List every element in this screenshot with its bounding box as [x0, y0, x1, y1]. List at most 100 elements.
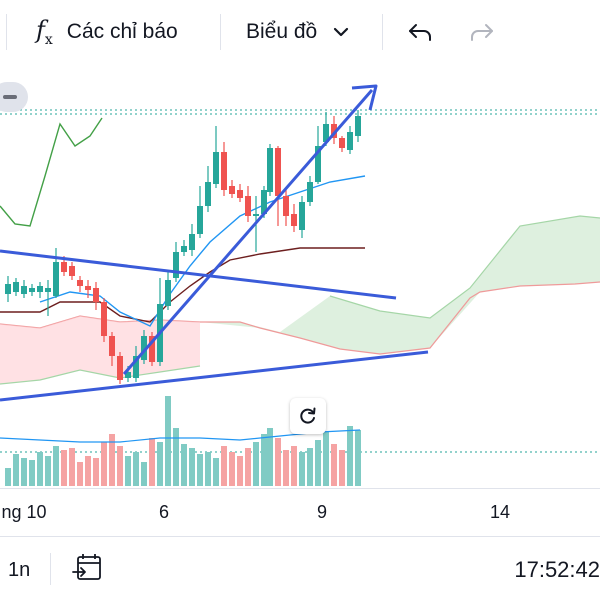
volume-bar	[253, 442, 259, 486]
chikou-span	[0, 117, 103, 227]
volume-bar	[29, 460, 35, 486]
chevron-down-icon	[334, 27, 349, 37]
toolbar-divider	[220, 14, 221, 50]
calendar-range-icon[interactable]	[70, 551, 106, 587]
volume-bar	[181, 444, 187, 486]
volume-bar	[77, 462, 83, 486]
volume-bar	[125, 456, 131, 486]
interval-button[interactable]: 1n	[8, 559, 31, 581]
undo-button[interactable]	[404, 12, 436, 52]
bottom-toolbar: 1n 17:52:42	[0, 536, 600, 600]
candle	[261, 190, 267, 214]
volume-bar	[283, 450, 289, 486]
time-axis-label: 6	[158, 502, 170, 522]
candle	[141, 336, 147, 360]
candle	[221, 152, 227, 190]
candle	[299, 202, 305, 230]
time-axis-label: ng 10	[1, 502, 47, 522]
volume-bar	[267, 428, 273, 486]
candle	[323, 124, 329, 142]
time-axis-label: 14	[489, 502, 511, 522]
candle	[339, 138, 345, 148]
price-chart[interactable]	[0, 66, 600, 536]
reset-chart-button[interactable]	[290, 398, 326, 434]
volume-bar	[5, 468, 11, 486]
candle	[37, 286, 43, 292]
chart-area[interactable]	[0, 66, 600, 536]
candle	[253, 214, 259, 216]
candle	[197, 206, 203, 234]
candle	[181, 246, 187, 252]
redo-icon	[471, 24, 493, 41]
trend-arrow[interactable]	[122, 89, 374, 375]
toolbar-divider	[50, 553, 51, 585]
volume-bar	[237, 456, 243, 486]
candle	[93, 288, 99, 302]
candle	[237, 190, 243, 198]
chart-type-label: Biểu đồ	[246, 20, 318, 43]
candle	[133, 356, 139, 378]
candle	[229, 186, 235, 194]
volume-bar	[165, 396, 171, 486]
volume-bar	[245, 448, 251, 486]
volume-bar	[13, 454, 19, 486]
candle	[21, 286, 27, 294]
indicators-button[interactable]: fx Các chỉ báo	[36, 12, 178, 52]
candle	[85, 286, 91, 290]
volume-bar	[291, 446, 297, 486]
candle	[307, 182, 313, 202]
undo-icon	[409, 24, 431, 41]
volume-bar	[355, 430, 361, 486]
ichimoku-cloud-green	[200, 216, 600, 354]
support-trendline[interactable]	[0, 350, 429, 402]
candle	[117, 356, 123, 380]
candle	[267, 148, 273, 192]
candle	[5, 284, 11, 294]
candle	[165, 280, 171, 306]
toolbar: fx Các chỉ báo Biểu đồ	[0, 0, 600, 66]
candle	[291, 214, 297, 226]
toolbar-divider	[6, 14, 7, 50]
candle	[125, 372, 131, 378]
volume-bar	[339, 450, 345, 486]
candle	[189, 234, 195, 250]
volume-bar	[117, 446, 123, 486]
volume-bar	[157, 442, 163, 486]
volume-bar	[323, 432, 329, 486]
candle	[315, 146, 321, 182]
time-axis-label: 9	[316, 502, 328, 522]
tenkan-sen	[39, 175, 366, 327]
volume-bar	[37, 452, 43, 486]
trend-arrow-head	[351, 84, 378, 111]
candle	[205, 182, 211, 206]
cloud-edge	[0, 365, 201, 385]
volume-bar	[229, 452, 235, 486]
indicators-label: Các chỉ báo	[66, 20, 178, 43]
kijun-sen	[0, 247, 365, 323]
candle	[275, 148, 281, 196]
candle	[53, 262, 59, 296]
volume-bar	[109, 434, 115, 486]
toolbar-divider	[382, 14, 383, 50]
fx-icon: fx	[36, 16, 53, 48]
volume-ma-line	[0, 429, 361, 443]
volume-bar	[45, 456, 51, 486]
candle	[245, 196, 251, 216]
candle	[109, 336, 115, 356]
volume-bar	[69, 448, 75, 486]
candle	[77, 280, 83, 286]
legend-collapse-button[interactable]	[0, 82, 28, 112]
ichimoku-cloud-red	[0, 316, 200, 384]
time-axis-border	[0, 488, 600, 489]
candle	[283, 196, 289, 216]
minus-icon	[3, 95, 17, 99]
clock-time: 17:52:42	[514, 557, 600, 582]
redo-button[interactable]	[466, 12, 498, 52]
volume-bar	[189, 448, 195, 486]
resistance-trendline[interactable]	[0, 249, 397, 300]
volume-bar	[331, 444, 337, 486]
volume-bar	[133, 452, 139, 486]
chart-type-button[interactable]: Biểu đồ	[246, 12, 351, 52]
senkou-span-a	[329, 215, 600, 319]
volume-series	[5, 396, 361, 486]
